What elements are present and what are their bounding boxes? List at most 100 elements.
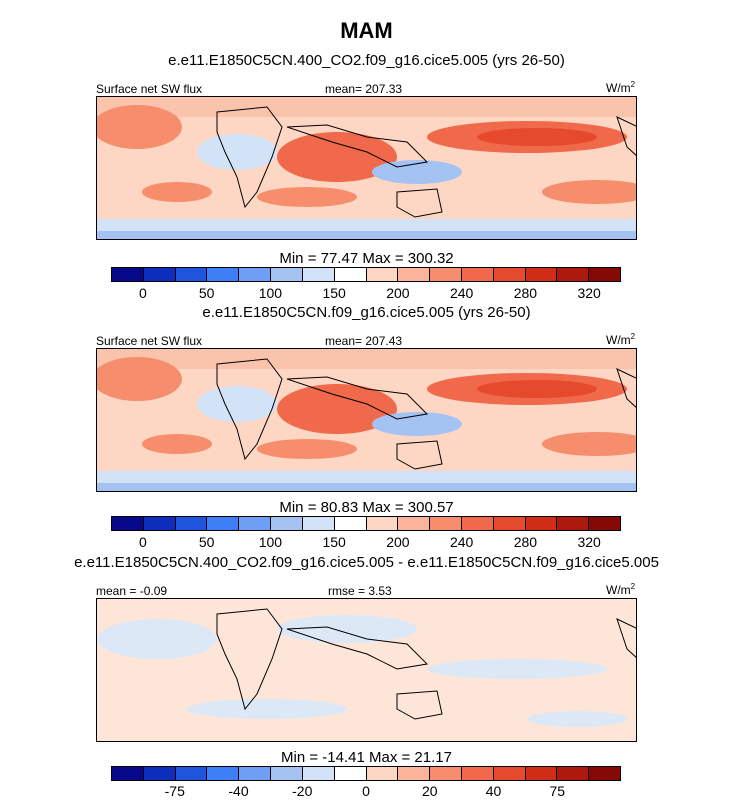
colorbar-tick-label: 50	[198, 534, 215, 550]
panel-3-units: W/m2	[606, 582, 636, 597]
colorbar-box-13	[525, 268, 558, 281]
colorbar-box-6	[302, 517, 335, 530]
field-south-atlantic-high	[142, 434, 212, 454]
colorbar-box-2	[175, 517, 208, 530]
colorbar-tick-label: 200	[386, 285, 410, 301]
panel-1-field	[97, 97, 636, 239]
colorbar-box-10	[430, 268, 462, 281]
colorbar-tick-label: 240	[449, 285, 474, 301]
panel-2-colorbar	[111, 516, 621, 531]
field-south-indian-high	[257, 439, 357, 459]
colorbar-tick-label: 50	[198, 285, 215, 301]
colorbar-box-4	[239, 268, 272, 281]
colorbar-box-0	[112, 767, 144, 780]
coastline-africa	[216, 358, 283, 461]
colorbar-tick-label: 320	[577, 285, 601, 301]
colorbar-box-3	[207, 517, 240, 530]
colorbar-tick-label: 240	[449, 534, 474, 550]
panel-1-colorbar-ticks: 0 50 100 150 200 240 280 320	[111, 285, 621, 303]
colorbar-box-8	[366, 268, 399, 281]
colorbar-box-7	[334, 517, 367, 530]
colorbar-tick-label: 100	[258, 285, 283, 301]
main-title: MAM	[340, 18, 393, 43]
colorbar-tick-label: -75	[164, 783, 185, 799]
colorbar-box-10	[430, 767, 462, 780]
colorbar-tick-label: 0	[138, 285, 147, 301]
colorbar-tick-label: -20	[292, 783, 313, 799]
coastline-asia	[286, 124, 429, 168]
field-band-southmost	[97, 231, 636, 239]
colorbar-box-2	[175, 268, 208, 281]
coastline-americas	[616, 116, 636, 156]
field-africa-low	[197, 386, 277, 422]
colorbar-box-6	[302, 767, 335, 780]
field-north-pacific-core	[477, 380, 597, 398]
colorbar-box-12	[493, 268, 526, 281]
colorbar-box-11	[461, 517, 494, 530]
panel-3-colorbar	[111, 766, 621, 781]
coastline-africa	[216, 608, 283, 711]
panel-2-map	[96, 348, 637, 492]
colorbar-box-11	[461, 767, 494, 780]
panel-3-minmax: Min = -14.41 Max = 21.17	[281, 749, 452, 766]
field-africa-low	[197, 134, 277, 170]
colorbar-tick-label: 75	[549, 783, 566, 799]
colorbar-tick-label: 40	[485, 783, 502, 799]
colorbar-box-1	[143, 767, 176, 780]
field-negative-south-indian	[187, 699, 347, 719]
panel-3-colorbar-ticks: -75 -40 -20 0 20 40 75	[111, 783, 621, 801]
coastline-americas	[616, 618, 636, 658]
panel-1-colorbar	[111, 267, 621, 282]
colorbar-box-15	[589, 268, 620, 281]
panel-3-field	[97, 599, 636, 741]
colorbar-box-5	[271, 517, 303, 530]
panel-2-minmax: Min = 80.83 Max = 300.57	[279, 499, 454, 516]
colorbar-box-9	[398, 517, 431, 530]
coastline-asia	[286, 626, 429, 670]
coastline-africa	[216, 106, 283, 209]
field-north-atlantic-high	[97, 357, 182, 401]
colorbar-tick-label: 0	[362, 783, 370, 799]
colorbar-box-4	[239, 517, 272, 530]
panel-2-title: e.e11.E1850C5CN.f09_g16.cice5.005 (yrs 2…	[202, 304, 531, 321]
colorbar-box-10	[430, 517, 462, 530]
coastline-australia	[396, 690, 443, 720]
panel-3-rmse-label: rmse = 3.53	[328, 584, 392, 598]
field-band-southmost	[97, 483, 636, 491]
panel-3-mean-label: mean = -0.09	[96, 584, 168, 598]
field-negative-pacific	[427, 659, 607, 679]
colorbar-box-14	[557, 268, 590, 281]
field-band-north	[97, 97, 636, 117]
colorbar-box-9	[398, 268, 431, 281]
coastline-australia	[396, 188, 443, 218]
field-indian-ocean-high	[277, 384, 397, 434]
panel-1-variable-label: Surface net SW flux	[96, 82, 203, 96]
colorbar-box-13	[525, 517, 558, 530]
colorbar-box-4	[239, 767, 272, 780]
colorbar-box-14	[557, 517, 590, 530]
panel-1-minmax: Min = 77.47 Max = 300.32	[279, 250, 454, 267]
field-north-atlantic-high	[97, 105, 182, 149]
field-negative-asia	[277, 615, 417, 643]
panel-2-variable-label: Surface net SW flux	[96, 334, 203, 348]
panel-1-map	[96, 96, 637, 240]
field-south-atlantic-high	[142, 182, 212, 202]
field-negative-south-pacific	[527, 711, 627, 727]
colorbar-tick-label: 280	[513, 285, 538, 301]
colorbar-box-6	[302, 268, 335, 281]
field-south-indian-high	[257, 187, 357, 207]
colorbar-tick-label: -40	[228, 783, 249, 799]
panel-3-map	[96, 598, 637, 742]
colorbar-box-9	[398, 767, 431, 780]
colorbar-box-15	[589, 767, 620, 780]
colorbar-box-1	[143, 268, 176, 281]
coastline-americas	[616, 368, 636, 408]
colorbar-box-14	[557, 767, 590, 780]
panel-3-title: e.e11.E1850C5CN.400_CO2.f09_g16.cice5.00…	[74, 554, 659, 571]
colorbar-box-0	[112, 517, 144, 530]
field-south-pacific-high	[542, 180, 636, 204]
colorbar-box-2	[175, 767, 208, 780]
colorbar-box-3	[207, 268, 240, 281]
colorbar-tick-label: 320	[577, 534, 601, 550]
field-indian-ocean-high	[277, 132, 397, 182]
